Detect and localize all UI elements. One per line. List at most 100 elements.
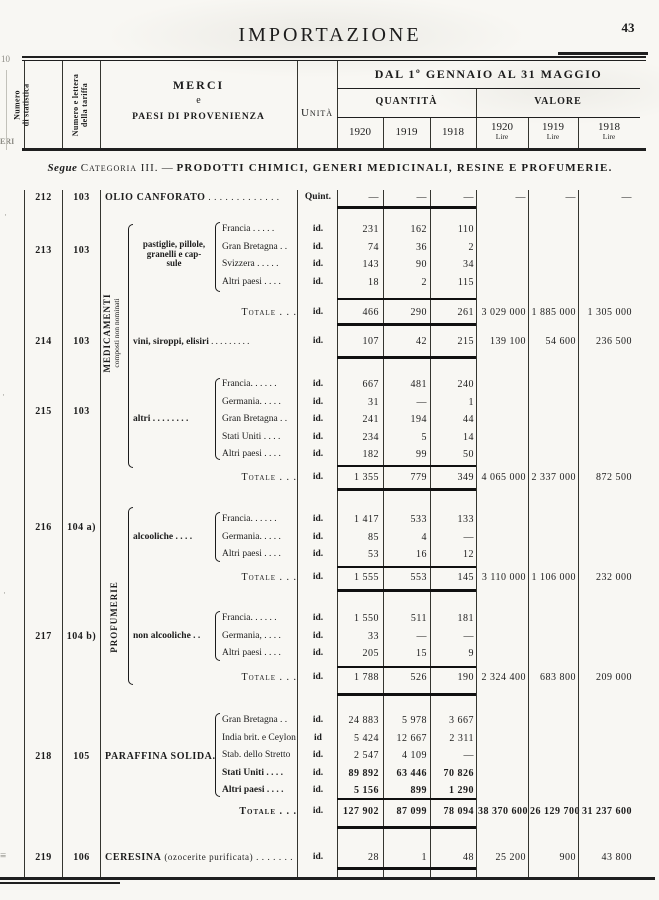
- val-1919: 26 129 700: [530, 806, 580, 817]
- group-rule: [337, 798, 476, 800]
- totale-label: Totale . . .: [241, 672, 297, 683]
- qty-1920: 33: [368, 630, 379, 642]
- qty-1919: 1: [421, 852, 427, 863]
- unit-cell: id.: [312, 259, 324, 269]
- page-bottom-rule-2: [0, 882, 120, 884]
- unit-cell: id.: [312, 224, 324, 234]
- qty-1919: —: [416, 630, 427, 642]
- unit-cell: id.: [312, 806, 324, 816]
- table-row-ids: 218 105 PARAFFINA SOLIDA.: [25, 748, 637, 766]
- qty-1919: —: [416, 396, 427, 408]
- qty-1920: 205: [362, 648, 379, 659]
- header-rule: [337, 88, 640, 89]
- table-row: Francia . . . . . id. 231 162 110: [25, 221, 637, 239]
- group-rule: [337, 465, 476, 467]
- page-bottom-rule: [0, 877, 655, 880]
- dot-leader: . . . . . . .: [253, 852, 294, 862]
- qty-1919: 87 099: [396, 806, 427, 817]
- subgroup-label: pastiglie, pillole, granelli e cap- sule: [142, 239, 206, 268]
- table-row: Altri paesi . . . . id. 182 99 50: [25, 446, 637, 464]
- qty-1918: 215: [457, 336, 474, 347]
- group-brace: [126, 224, 133, 468]
- country-label: Altri paesi . . . .: [222, 648, 281, 658]
- page-title: IMPORTAZIONE: [238, 24, 422, 46]
- statistica-number: 214: [35, 336, 52, 347]
- unit-cell: id.: [312, 472, 324, 482]
- unit-cell: id.: [312, 379, 324, 389]
- unit-cell: id.: [312, 431, 324, 442]
- val-1919: 683 800: [540, 672, 576, 683]
- column-header-qty-1920: 1920: [349, 126, 371, 138]
- totale-label: Totale . . .: [241, 472, 297, 483]
- group-rule: [337, 356, 476, 359]
- country-brace: [213, 713, 220, 797]
- val-1920: 4 065 000: [481, 472, 526, 483]
- table-row: 214 103 vini, siroppi, elisiri . . . . .…: [25, 333, 637, 351]
- qty-1920: 1 788: [354, 672, 379, 683]
- table-row: Stati Uniti . . . . id. 234 5 14: [25, 429, 637, 447]
- unit-cell: id.: [312, 531, 324, 542]
- lire-label: Lire: [495, 132, 509, 141]
- subgroup-label: alcooliche . . . .: [133, 532, 193, 542]
- qty-1919: 2: [421, 276, 427, 288]
- qty-1918: 133: [457, 514, 474, 525]
- header-rule: [297, 61, 298, 150]
- merci-label: OLIO CANFORATO . . . . . . . . . . . . .: [105, 192, 280, 203]
- qty-1918: 12: [463, 549, 474, 560]
- table-row: Stab. dello Stretto id. 2 547 4 109 —: [25, 747, 637, 765]
- qty-1918: 48: [463, 852, 474, 863]
- body-rule: [62, 190, 63, 878]
- country-label: Germania. . . . .: [222, 531, 281, 542]
- qty-1920: 143: [362, 259, 379, 270]
- qty-1919: 42: [416, 336, 427, 347]
- qty-1920: 231: [362, 224, 379, 235]
- category-heading: Segue Categoria III. — PRODOTTI CHIMICI,…: [30, 162, 630, 174]
- margin-artifact: 10: [1, 54, 10, 64]
- country-label: Germania. . . . .: [222, 396, 281, 407]
- qty-1919: 779: [410, 472, 427, 483]
- qty-1920: 1 355: [354, 472, 379, 483]
- val-1919: —: [565, 192, 576, 203]
- qty-1919: 526: [410, 672, 427, 683]
- country-label: Francia. . . . . .: [222, 514, 277, 524]
- group-rule: [337, 693, 476, 696]
- val-1918: 209 000: [596, 672, 632, 683]
- qty-1919: 553: [410, 572, 427, 583]
- qty-1919: 36: [416, 241, 427, 253]
- table-top-rule-dark-segment: [558, 52, 648, 55]
- page-number: 43: [621, 20, 635, 35]
- unit-cell: id.: [312, 336, 324, 346]
- val-1918: —: [621, 192, 632, 203]
- table-row: India brit. e Ceylon id 5 424 12 667 2 3…: [25, 730, 637, 748]
- qty-1918: 50: [463, 449, 474, 460]
- group-rule: [337, 323, 476, 326]
- val-1918: 232 000: [596, 572, 632, 583]
- qty-1919: 63 446: [396, 767, 427, 779]
- merci-label: CERESINA (ozocerite purificata) . . . . …: [105, 852, 294, 863]
- table-row: Altri paesi . . . . id. 18 2 115: [25, 274, 637, 292]
- qty-1918: 115: [457, 276, 474, 288]
- dot-leader: . . . . . . . . . . . . .: [205, 192, 280, 202]
- qty-1918: 1: [468, 396, 474, 408]
- val-1920: 38 370 600: [478, 806, 528, 817]
- qty-1920: 18: [368, 276, 379, 288]
- qty-1919: 4 109: [402, 750, 427, 761]
- statistica-number: 219: [35, 852, 52, 863]
- table-row: Germania. . . . . id. 85 4 —: [25, 529, 637, 547]
- column-header-merci-e: e: [196, 95, 201, 106]
- qty-1918: 190: [457, 672, 474, 683]
- tariffa-number: 106: [73, 852, 90, 863]
- val-1919: 900: [559, 852, 576, 863]
- qty-1918: 1 290: [449, 785, 474, 796]
- unit-cell: id.: [312, 449, 324, 459]
- table-row: Altri paesi . . . . id. 53 16 12: [25, 546, 637, 564]
- qty-1920: 28: [368, 852, 379, 863]
- qty-1920: 85: [368, 531, 379, 543]
- unit-cell: id.: [312, 715, 324, 725]
- qty-1919: 5: [421, 431, 427, 443]
- qty-1920: 127 902: [343, 806, 379, 817]
- qty-1920: 2 547: [354, 750, 379, 761]
- column-header-qty-1919: 1919: [395, 126, 418, 138]
- header-rule: [383, 117, 384, 150]
